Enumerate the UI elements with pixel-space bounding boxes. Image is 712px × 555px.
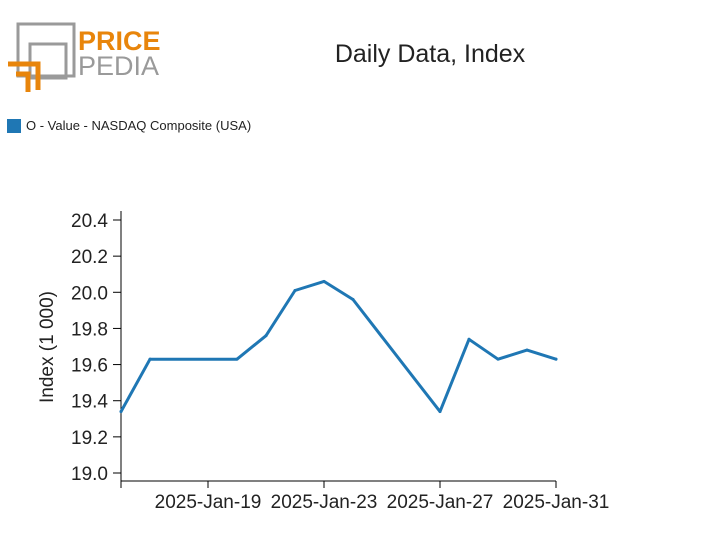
logo-frame-inner: [28, 42, 68, 80]
data-point: [467, 337, 471, 341]
legend-label: O - Value - NASDAQ Composite (USA): [26, 118, 252, 133]
logo-corner-inner: [16, 71, 31, 92]
x-tick-label: 2025-Jan-19: [155, 492, 262, 513]
data-point: [235, 357, 239, 361]
y-tick-label: 20.2: [71, 247, 108, 268]
y-tick-label: 19.8: [71, 319, 108, 340]
data-point: [438, 410, 442, 414]
series-group: [119, 279, 558, 414]
y-tick-label: 19.4: [71, 392, 108, 413]
chart-title: Daily Data, Index: [334, 40, 526, 68]
y-tick-label: 20.0: [71, 283, 108, 304]
y-tick-label: 20.4: [71, 211, 108, 232]
y-axis: 19.0 19.2 19.4 19.6 19.8 20.0 20.2 20.4: [71, 211, 122, 485]
x-axis: 2025-Jan-19 2025-Jan-23 2025-Jan-27 2025-Ja…: [120, 480, 610, 513]
data-point: [351, 298, 355, 302]
logo-text-price: PRICE: [78, 26, 161, 56]
logo-frame-outer: [16, 22, 76, 78]
series-line: [119, 279, 558, 414]
x-tick-label: 2025-Jan-27: [387, 492, 494, 513]
y-axis-label: Index (1 000): [37, 291, 58, 403]
x-tick-label: 2025-Jan-23: [271, 492, 378, 513]
legend: O - Value - NASDAQ Composite (USA): [7, 118, 251, 133]
pricepedia-logo: PRICE PEDIA: [8, 22, 168, 94]
data-point: [322, 279, 326, 283]
data-point: [264, 334, 268, 338]
y-tick-label: 19.2: [71, 428, 108, 449]
y-tick-label: 19.0: [71, 464, 108, 485]
data-point: [119, 410, 123, 414]
logo-text-pedia: PEDIA: [78, 51, 159, 81]
x-tick-label: 2025-Jan-31: [503, 492, 610, 513]
data-point: [293, 288, 297, 292]
data-point: [496, 357, 500, 361]
logo-corner-outer: [8, 61, 41, 90]
data-point: [148, 357, 152, 361]
data-point: [554, 357, 558, 361]
data-point: [525, 348, 529, 352]
legend-swatch: [7, 118, 21, 133]
y-tick-label: 19.6: [71, 356, 108, 377]
